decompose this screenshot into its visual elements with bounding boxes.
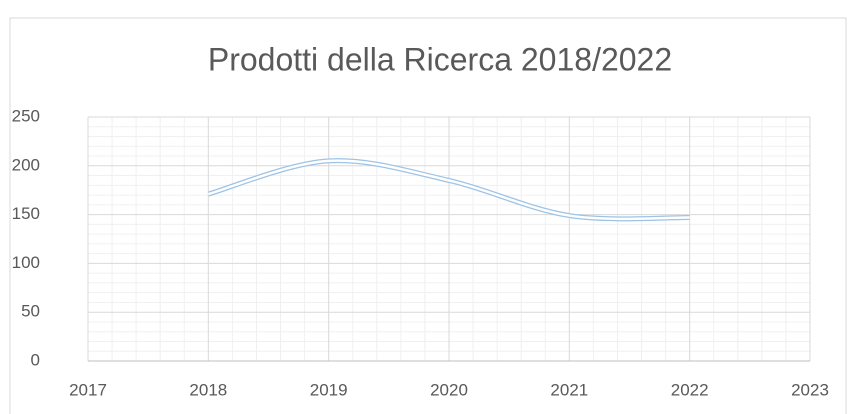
y-tick-label: 150 (12, 204, 40, 223)
x-tick-label: 2023 (791, 380, 829, 399)
x-tick-label: 2019 (310, 380, 348, 399)
x-tick-label: 2017 (69, 380, 107, 399)
x-tick-label: 2022 (671, 380, 709, 399)
y-tick-label: 50 (21, 302, 40, 321)
chart-frame (9, 17, 847, 414)
x-tick-label: 2020 (430, 380, 468, 399)
y-tick-label: 100 (12, 253, 40, 272)
y-tick-label: 250 (12, 106, 40, 125)
x-tick-label: 2021 (550, 380, 588, 399)
y-tick-label: 0 (31, 350, 40, 369)
chart-title: Prodotti della Ricerca 2018/2022 (208, 41, 672, 77)
y-tick-label: 200 (12, 155, 40, 174)
line-series-inner (208, 159, 690, 221)
x-tick-label: 2018 (189, 380, 227, 399)
